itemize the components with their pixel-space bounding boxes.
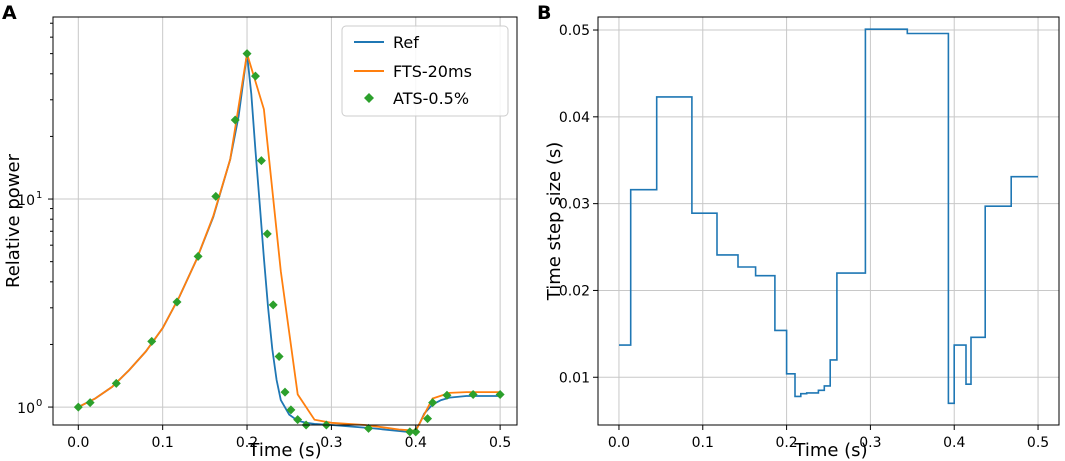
- ats-point: [286, 405, 296, 415]
- ats-point: [428, 398, 438, 408]
- ats-point: [468, 389, 478, 399]
- ats-point: [193, 251, 203, 261]
- a-y-tick-exponent: 0: [36, 398, 42, 409]
- time-step-line: [619, 28, 1038, 405]
- ats-point: [147, 336, 157, 346]
- legend-frame: [341, 25, 509, 117]
- b-y-tick-label: 0.01: [559, 370, 590, 386]
- legend-ref-label: Ref: [393, 33, 419, 52]
- panel-b-xlabel: Time (s): [793, 440, 867, 461]
- panel-b-letter: B: [537, 2, 551, 24]
- panel-b-ylabel: Time step size (s): [544, 142, 565, 301]
- panel-a-letter: A: [2, 2, 17, 24]
- ats-point: [211, 191, 221, 201]
- ats-point: [405, 427, 415, 437]
- ats-point: [242, 49, 252, 59]
- panel-a-frame: [52, 16, 518, 426]
- a-x-tick-label: 0.1: [152, 435, 174, 451]
- ats-point: [111, 378, 121, 388]
- b-x-tick-label: 0.2: [775, 435, 797, 451]
- legend-fts-label: FTS-20ms: [393, 62, 472, 81]
- ats-point: [85, 398, 95, 408]
- ats-point: [262, 229, 272, 239]
- b-y-tick-label: 0.03: [559, 197, 590, 213]
- a-y-tick-label: 10: [17, 401, 35, 417]
- ats-point: [293, 415, 303, 425]
- panel-b-frame: [597, 16, 1060, 426]
- b-y-tick-label: 0.04: [559, 110, 590, 126]
- ats-point: [280, 387, 290, 397]
- b-y-tick-label: 0.02: [559, 283, 590, 299]
- a-x-tick-label: 0.3: [320, 435, 342, 451]
- ats-point: [73, 402, 83, 412]
- ats-point: [364, 423, 374, 433]
- a-y-tick-exponent: 1: [36, 190, 42, 201]
- a-x-tick-label: 0.0: [67, 435, 89, 451]
- a-x-tick-label: 0.4: [405, 435, 427, 451]
- panel-b-grid: [598, 17, 1059, 425]
- b-x-tick-label: 0.5: [1027, 435, 1049, 451]
- ats-point: [274, 352, 284, 362]
- panel-b-plot-area: [619, 28, 1038, 405]
- b-x-tick-label: 0.4: [943, 435, 965, 451]
- ats-point: [495, 389, 505, 399]
- panel-a-ylabel: Relative power: [3, 153, 24, 288]
- b-x-tick-label: 0.1: [692, 435, 714, 451]
- panel-b: B 0.0 0.1 0.2 0.3 0.4 0.5 0.01 0.02 0.03 0.04 0.05…: [537, 2, 1060, 461]
- b-x-tick-label: 0.3: [859, 435, 881, 451]
- a-x-tick-label: 0.2: [236, 435, 258, 451]
- ats-point: [442, 390, 452, 400]
- ats-point: [250, 71, 260, 81]
- ats-point: [230, 115, 240, 125]
- ats-point: [423, 414, 433, 424]
- a-y-tick-label: 10: [17, 193, 35, 209]
- ats-point: [411, 427, 421, 437]
- ats-point: [268, 300, 278, 310]
- ats-point: [256, 156, 266, 166]
- a-x-tick-label: 0.5: [489, 435, 511, 451]
- panel-b-ticks: 0.0 0.1 0.2 0.3 0.4 0.5 0.01 0.02 0.03 0.04 0.05: [559, 23, 1049, 451]
- legend: Ref FTS-20ms ATS-0.5%: [341, 25, 509, 117]
- b-y-tick-label: 0.05: [559, 23, 590, 39]
- b-x-tick-label: 0.0: [608, 435, 630, 451]
- legend-ats-marker: [364, 93, 374, 103]
- ats-point: [172, 297, 182, 307]
- panel-a-xlabel: Time (s): [247, 440, 321, 461]
- legend-ats-label: ATS-0.5%: [393, 89, 469, 108]
